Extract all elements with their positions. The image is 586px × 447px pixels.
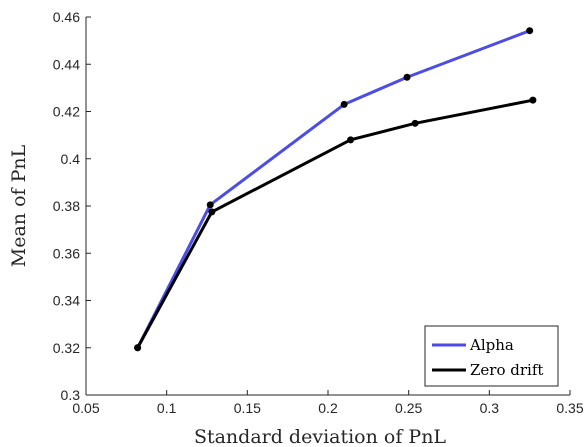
- legend-label-zero-drift: Zero drift: [470, 361, 543, 379]
- data-point-zero-drift: [208, 208, 216, 216]
- data-point-zero-drift: [134, 344, 142, 352]
- y-tick-label: 0.38: [53, 198, 80, 214]
- x-tick-label: 0.05: [72, 400, 99, 416]
- data-point-alpha: [206, 201, 214, 209]
- x-axis-title: Standard deviation of PnL: [194, 426, 446, 447]
- y-tick-label: 0.32: [53, 340, 80, 356]
- y-tick-label: 0.42: [53, 104, 80, 120]
- data-point-alpha: [526, 27, 534, 35]
- data-point-alpha: [403, 73, 411, 81]
- x-tick-label: 0.3: [480, 400, 500, 416]
- y-tick-label: 0.34: [53, 293, 80, 309]
- x-tick-label: 0.2: [318, 400, 338, 416]
- y-tick-label: 0.4: [61, 151, 81, 167]
- y-ticks: 0.3 0.32 0.34 0.36 0.38 0.4 0.42 0.44 0.46: [53, 9, 91, 403]
- data-point-zero-drift: [529, 96, 537, 104]
- data-point-alpha: [340, 100, 348, 108]
- x-tick-label: 0.15: [234, 400, 261, 416]
- series-line-zero-drift: [136, 98, 534, 349]
- y-tick-label: 0.44: [53, 56, 80, 72]
- y-axis-title: Mean of PnL: [8, 144, 30, 267]
- y-tick-label: 0.3: [61, 387, 81, 403]
- plot-layer: [134, 27, 537, 352]
- x-ticks: 0.05 0.1 0.15 0.2 0.25 0.3 0.35: [72, 390, 584, 416]
- x-tick-label: 0.25: [395, 400, 422, 416]
- legend-label-alpha: Alpha: [469, 336, 514, 354]
- x-tick-label: 0.1: [157, 400, 177, 416]
- legend-box: [424, 325, 559, 387]
- y-tick-label: 0.46: [53, 9, 80, 25]
- series-line-alpha: [136, 29, 531, 349]
- x-tick-label: 0.35: [556, 400, 583, 416]
- y-tick-label: 0.36: [53, 245, 80, 261]
- data-point-zero-drift: [347, 136, 355, 144]
- legend: Alpha Zero drift: [424, 325, 559, 387]
- data-point-zero-drift: [411, 119, 419, 127]
